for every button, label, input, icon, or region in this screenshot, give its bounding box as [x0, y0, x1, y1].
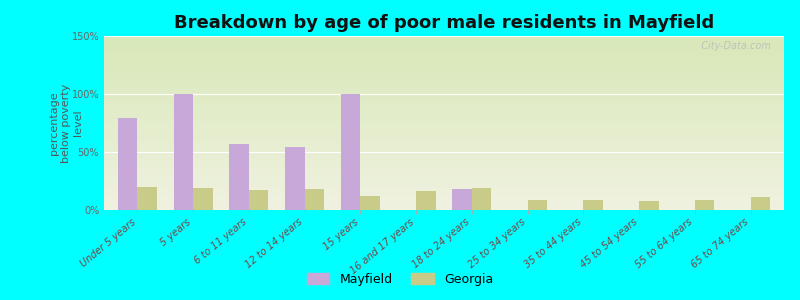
- Bar: [193, 188, 213, 210]
- Bar: [118, 118, 138, 210]
- Bar: [472, 188, 491, 210]
- Bar: [695, 200, 714, 210]
- Bar: [416, 191, 436, 210]
- Bar: [528, 200, 547, 210]
- Bar: [452, 189, 472, 210]
- Bar: [305, 189, 324, 210]
- Bar: [249, 190, 269, 210]
- Bar: [639, 201, 658, 210]
- Bar: [360, 196, 380, 210]
- Bar: [138, 187, 157, 210]
- Bar: [750, 197, 770, 210]
- Title: Breakdown by age of poor male residents in Mayfield: Breakdown by age of poor male residents …: [174, 14, 714, 32]
- Y-axis label: percentage
below poverty
level: percentage below poverty level: [50, 83, 82, 163]
- Legend: Mayfield, Georgia: Mayfield, Georgia: [302, 268, 498, 291]
- Text: City-Data.com: City-Data.com: [694, 41, 770, 51]
- Bar: [174, 94, 193, 210]
- Bar: [285, 147, 305, 210]
- Bar: [583, 200, 603, 210]
- Bar: [230, 144, 249, 210]
- Bar: [341, 94, 360, 210]
